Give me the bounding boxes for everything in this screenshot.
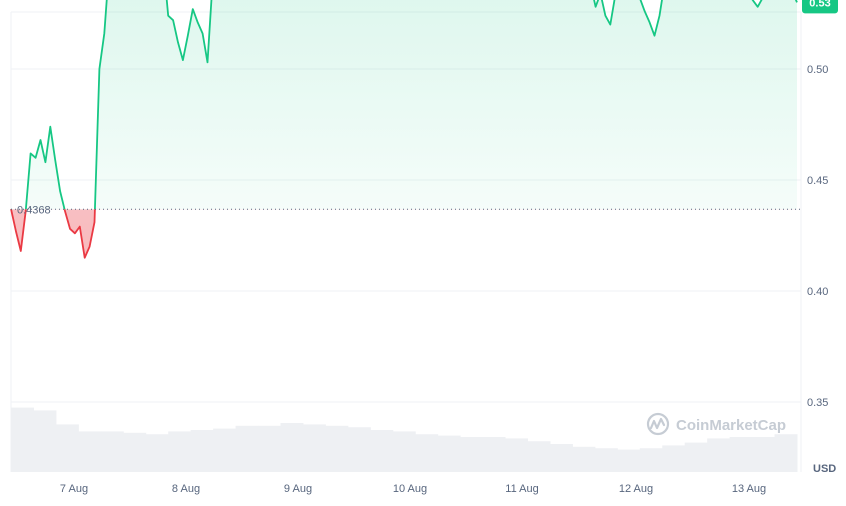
volume-bar [100, 431, 124, 472]
volume-bar [370, 430, 394, 472]
volume-bar [280, 423, 304, 472]
x-tick-label: 13 Aug [732, 483, 766, 495]
volume-bar [549, 444, 573, 472]
volume-bar [302, 424, 326, 472]
volume-bar [707, 438, 731, 472]
volume-bar [235, 425, 259, 472]
y-tick-label: 0.50 [807, 64, 828, 76]
volume-bar [168, 431, 192, 472]
volume-bar [55, 424, 79, 472]
volume-bar [347, 427, 371, 472]
volume-bar [213, 428, 237, 472]
volume-bar [505, 438, 529, 472]
reference-price-label: 0.4368 [17, 204, 51, 216]
watermark-text: CoinMarketCap [676, 417, 786, 434]
volume-bar [662, 445, 686, 472]
current-price-badge-text: 0.53 [809, 0, 830, 9]
x-tick-label: 9 Aug [284, 483, 312, 495]
volume-bar [78, 431, 102, 472]
volume-bar [639, 448, 663, 472]
x-tick-label: 7 Aug [60, 483, 88, 495]
volume-bar [11, 407, 34, 472]
coinmarketcap-logo-icon [646, 412, 670, 436]
volume-bar [684, 442, 708, 472]
volume-bar [460, 437, 484, 472]
price-area-down [11, 209, 95, 258]
x-tick-label: 12 Aug [619, 483, 653, 495]
x-tick-label: 10 Aug [393, 483, 427, 495]
volume-bar [572, 446, 596, 472]
y-tick-label: 0.40 [807, 286, 828, 298]
price-area-up [11, 0, 797, 210]
volume-bar [145, 434, 169, 472]
y-axis-unit: USD [813, 463, 836, 475]
coinmarketcap-watermark: CoinMarketCap [646, 412, 786, 436]
x-axis: 7 Aug 8 Aug 9 Aug 10 Aug 11 Aug 12 Aug 13 Aug [60, 483, 766, 495]
x-tick-label: 8 Aug [172, 483, 200, 495]
current-price-badge: 0.53 [802, 0, 838, 14]
volume-bar [190, 430, 214, 472]
volume-bar [594, 448, 618, 472]
volume-bars [11, 407, 798, 472]
y-axis: 0.350.400.450.500.550.600.65 [807, 64, 828, 409]
volume-bar [325, 425, 349, 472]
volume-bar [752, 437, 776, 472]
current-price-badge-bg [802, 0, 838, 14]
volume-bar [617, 449, 641, 472]
volume-bar [774, 434, 798, 472]
volume-bar [729, 437, 753, 472]
volume-bar [415, 434, 439, 472]
volume-bar [527, 441, 551, 472]
x-tick-label: 11 Aug [505, 483, 538, 495]
volume-bar [123, 432, 147, 472]
y-tick-label: 0.45 [807, 175, 828, 187]
volume-bar [437, 435, 461, 472]
volume-bar [482, 437, 506, 472]
reference-line-group: 0.4368 [11, 204, 801, 216]
y-tick-label: 0.35 [807, 397, 828, 409]
volume-bar [33, 410, 57, 472]
price-area [11, 0, 797, 258]
volume-bar [258, 425, 281, 472]
volume-bar [392, 431, 416, 472]
